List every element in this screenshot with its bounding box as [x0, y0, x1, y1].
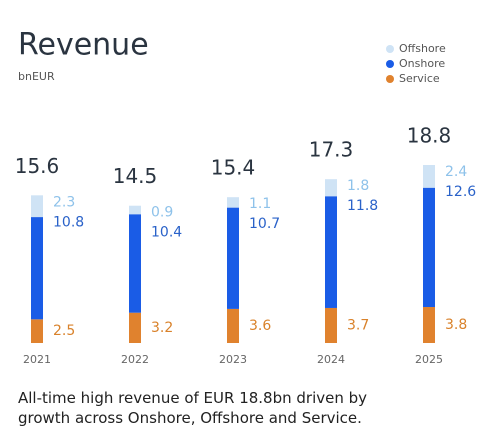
value-label: 1.8 — [347, 178, 369, 194]
value-label: 1.1 — [249, 196, 271, 212]
bar-segment — [423, 307, 435, 343]
value-label: 3.6 — [249, 318, 271, 334]
value-label: 10.8 — [53, 214, 84, 230]
footnote: All-time high revenue of EUR 18.8bn driv… — [18, 389, 368, 427]
bar-segment — [129, 205, 141, 215]
x-tick-label: 2022 — [121, 353, 149, 366]
bar-segment — [129, 214, 141, 313]
value-label: 12.6 — [445, 184, 476, 200]
legend-swatch — [386, 60, 394, 68]
value-label: 10.7 — [249, 216, 280, 232]
legend-label: Offshore — [399, 42, 446, 55]
value-label: 10.4 — [151, 225, 182, 241]
total-label: 14.5 — [113, 164, 158, 188]
bar-segment — [325, 307, 337, 343]
value-label: 3.7 — [347, 317, 369, 333]
value-label: 3.8 — [445, 317, 467, 333]
total-label: 17.3 — [309, 138, 354, 162]
bar-segment — [31, 195, 43, 218]
bar-segment — [423, 187, 435, 308]
value-label: 2.3 — [53, 194, 75, 210]
legend-label: Onshore — [399, 57, 445, 70]
legend-label: Service — [399, 72, 440, 85]
bar-segment — [325, 179, 337, 197]
x-tick-label: 2023 — [219, 353, 247, 366]
value-label: 11.8 — [347, 198, 378, 214]
bar-segment — [227, 308, 239, 343]
legend-swatch — [386, 75, 394, 83]
bar-segment — [31, 217, 43, 320]
bar-segment — [227, 197, 239, 208]
bar-segment — [227, 207, 239, 309]
chart-title: Revenue — [18, 28, 149, 63]
value-label: 2.4 — [445, 164, 467, 180]
legend-swatch — [386, 45, 394, 53]
chart-subtitle: bnEUR — [18, 70, 55, 83]
total-label: 15.4 — [211, 156, 256, 180]
value-label: 3.2 — [151, 320, 173, 336]
x-tick-label: 2021 — [23, 353, 51, 366]
total-label: 18.8 — [407, 124, 452, 148]
x-tick-label: 2025 — [415, 353, 443, 366]
bar-segment — [31, 319, 43, 343]
bar-segment — [423, 165, 435, 188]
value-label: 2.5 — [53, 323, 75, 339]
value-label: 0.9 — [151, 205, 173, 221]
total-label: 15.6 — [15, 154, 60, 178]
x-tick-label: 2024 — [317, 353, 345, 366]
bar-segment — [325, 196, 337, 308]
bar-segment — [129, 312, 141, 343]
